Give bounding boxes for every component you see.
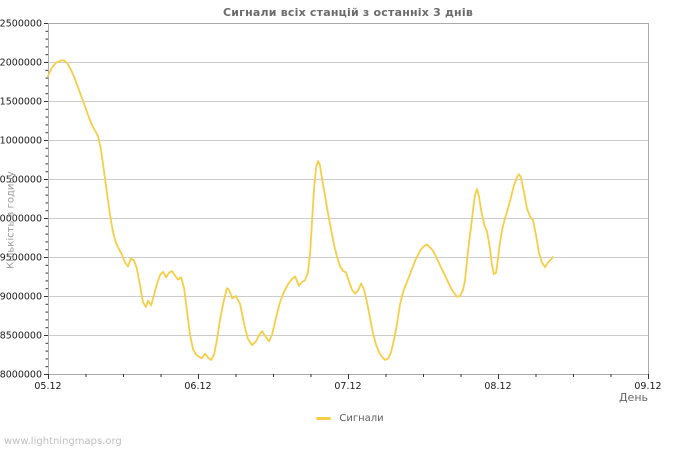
watermark: www.lightningmaps.org (4, 436, 122, 447)
plot-border (48, 23, 649, 375)
svg-text:9500000: 9500000 (0, 253, 42, 264)
svg-text:11500000: 11500000 (0, 97, 42, 108)
x-axis-tick-labels: 05.12 06.12 07.12 08.12 09.12 (34, 381, 661, 392)
legend: Сигнали (0, 413, 700, 424)
x-axis-ticks (48, 374, 649, 379)
x-axis-title: День (618, 391, 648, 404)
y-axis-ticks (44, 23, 48, 375)
y-axis-tick-labels: 8000000 8500000 9000000 9500000 10000000 1050… (0, 19, 42, 381)
svg-text:8500000: 8500000 (0, 331, 42, 342)
legend-line-swatch (316, 417, 332, 420)
chart-title: Сигнали всіх станцій з останніх 3 днів (223, 6, 473, 19)
svg-text:09.12: 09.12 (634, 381, 661, 392)
legend-label: Сигнали (339, 413, 384, 424)
svg-text:12500000: 12500000 (0, 19, 42, 30)
svg-text:05.12: 05.12 (34, 381, 61, 392)
svg-text:10500000: 10500000 (0, 175, 42, 186)
gridlines (48, 62, 648, 336)
svg-text:12000000: 12000000 (0, 58, 42, 69)
y-axis-title: Кількість в годину (5, 171, 17, 269)
svg-text:07.12: 07.12 (334, 381, 361, 392)
svg-text:8000000: 8000000 (0, 370, 42, 381)
svg-text:9000000: 9000000 (0, 292, 42, 303)
svg-text:08.12: 08.12 (484, 381, 511, 392)
svg-text:10000000: 10000000 (0, 214, 42, 225)
signals-line (47, 59, 554, 361)
svg-text:06.12: 06.12 (184, 381, 211, 392)
svg-text:11000000: 11000000 (0, 136, 42, 147)
